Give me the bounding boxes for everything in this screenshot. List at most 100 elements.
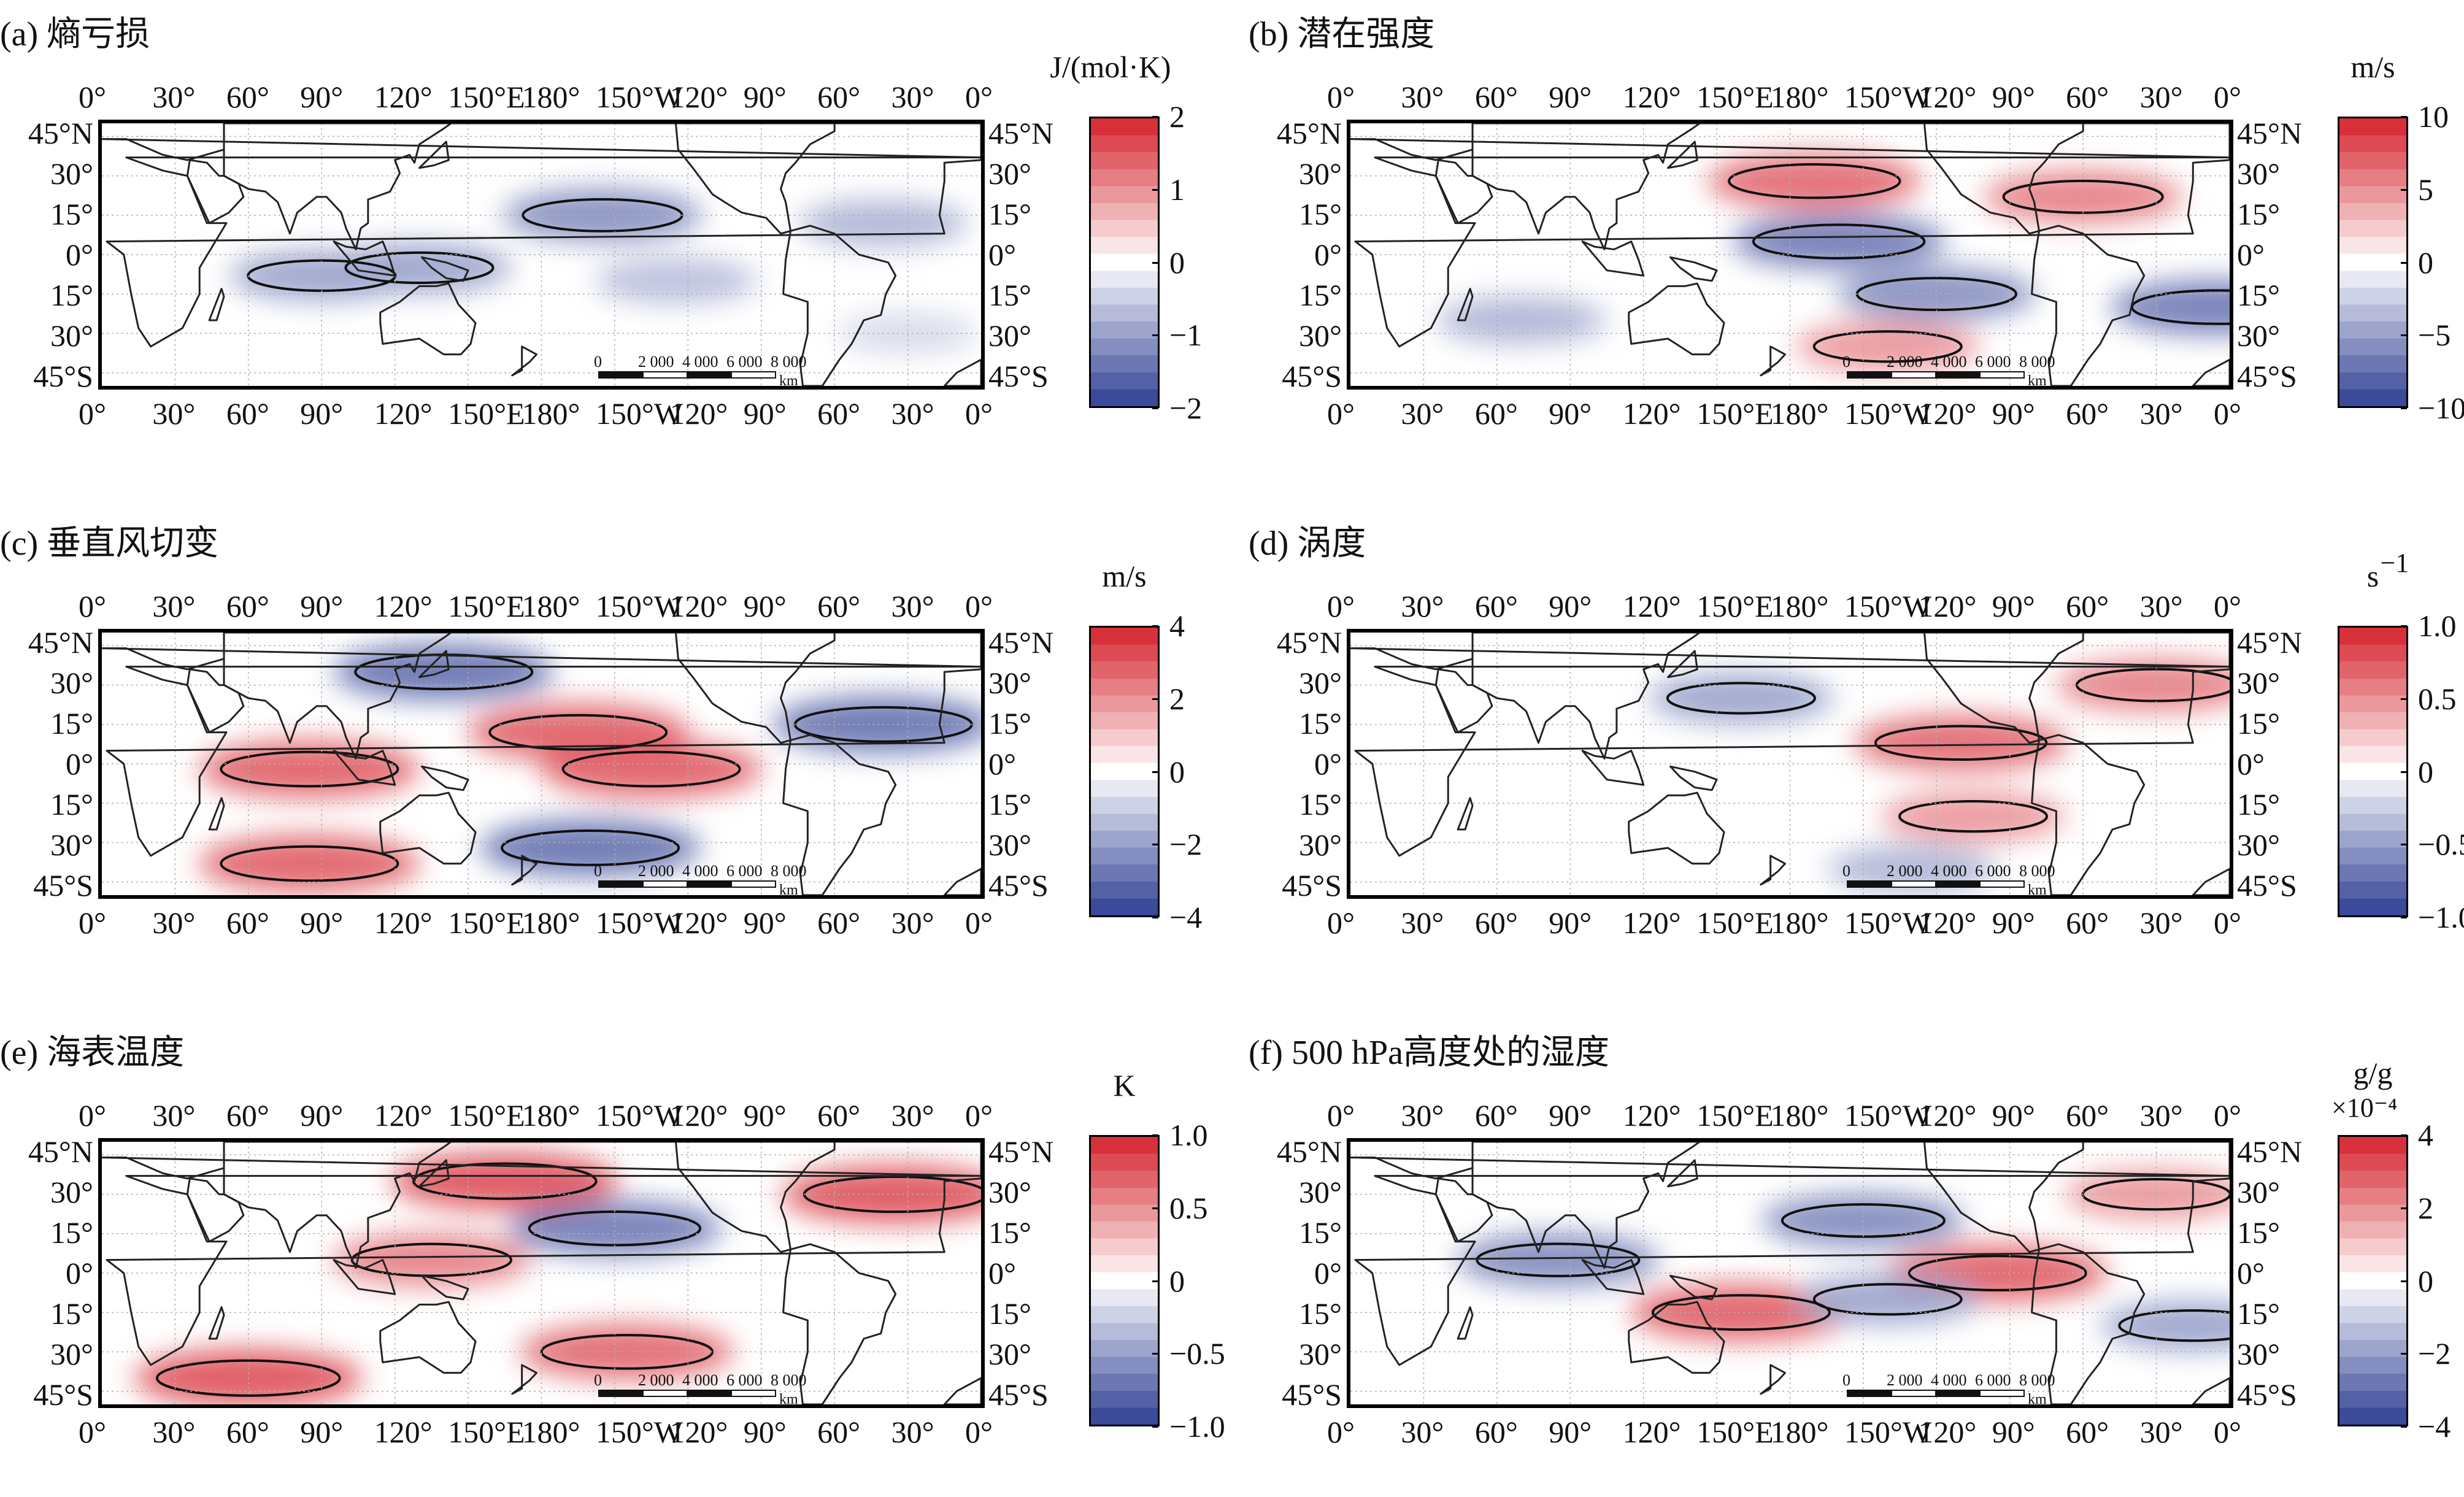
lon-tick-label: 60°	[1475, 1417, 1518, 1447]
scale-bar-unit: km	[2028, 373, 2047, 386]
scale-bar-segment	[1980, 372, 2024, 378]
scale-bar-tick: 0	[1842, 353, 1850, 371]
scale-bar-segment	[1936, 881, 1980, 887]
lat-tick-label-left: 30°	[1299, 1177, 1342, 1207]
scale-bar-segment	[1892, 372, 1936, 378]
lat-tick-label-right: 15°	[988, 280, 1031, 310]
scale-bar-tick: 6 000	[1975, 862, 2011, 880]
lon-tick-label: 90°	[1549, 907, 1592, 938]
lat-tick-label-left: 45°S	[1282, 1379, 1342, 1410]
lat-tick-label-right: 45°N	[2237, 627, 2302, 658]
lon-tick-label: 60°	[1475, 1100, 1518, 1131]
lat-tick-label-right: 45°S	[2237, 870, 2297, 901]
anomaly-field	[1457, 1169, 2230, 1351]
colorbar	[1089, 1135, 1160, 1426]
lat-tick-label-left: 30°	[1299, 1339, 1342, 1369]
lon-tick-label: 60°	[2066, 907, 2109, 938]
scale-bar-segment	[1980, 1390, 2024, 1396]
scale-bar-segment	[643, 372, 687, 378]
coastline	[1761, 1365, 1785, 1394]
anomaly-blob	[1707, 153, 1921, 209]
lon-tick-label: 180°	[522, 398, 580, 429]
anomaly-blob	[1881, 791, 2065, 842]
coastline	[1436, 160, 1492, 223]
lat-tick-label-left: 30°	[50, 829, 93, 860]
coastline	[1582, 751, 1644, 785]
scale-bar-tick: 2 000	[638, 862, 674, 880]
lon-tick-label: 0°	[1327, 82, 1355, 112]
lon-tick-label: 120°	[1623, 398, 1681, 429]
lon-tick-label: 30°	[1401, 398, 1444, 429]
lat-tick-label-right: 15°	[988, 708, 1031, 739]
colorbar	[2338, 626, 2408, 917]
lat-tick-label-left: 0°	[66, 1258, 93, 1288]
lat-tick-label-right: 45°S	[988, 1379, 1049, 1410]
lon-tick-label: 0°	[965, 1417, 993, 1447]
colorbar-tick-mark	[2401, 1426, 2407, 1428]
lat-tick-label-right: 15°	[988, 1298, 1031, 1329]
scale-bar-segment	[1847, 881, 1892, 887]
lon-tick-label: 120°	[1918, 591, 1976, 622]
colorbar-tick-mark	[1152, 189, 1158, 191]
colorbar-tick-label: −2	[1169, 829, 1202, 860]
lon-tick-label: 90°	[1992, 398, 2035, 429]
lon-tick-label: 180°	[522, 1100, 580, 1131]
lat-tick-label-left: 0°	[1314, 239, 1342, 270]
lon-tick-label: 0°	[79, 1417, 106, 1447]
scale-bar-tick: 6 000	[1975, 353, 2011, 371]
scale-bar-tick: 8 000	[771, 1371, 807, 1389]
anomaly-field	[1649, 658, 2230, 893]
lon-tick-label: 30°	[1401, 1417, 1444, 1447]
anomaly-blob	[799, 199, 968, 247]
panel-title: (d) 涡度	[1249, 515, 1366, 565]
lon-tick-label: 0°	[2214, 1417, 2241, 1447]
lat-tick-label-left: 45°S	[1282, 361, 1342, 391]
colorbar-tick-label: 0	[2418, 247, 2433, 278]
lon-tick-label: 30°	[152, 82, 195, 112]
lon-tick-label: 150°E	[1696, 82, 1774, 112]
lon-tick-label: 90°	[744, 1417, 787, 1447]
lon-tick-label: 90°	[744, 907, 787, 938]
colorbar-tick-label: 2	[1169, 101, 1185, 132]
lon-tick-label: 120°	[1623, 82, 1681, 112]
coastline	[1761, 856, 1785, 885]
scale-bar-tick: 2 000	[638, 1371, 674, 1389]
lat-tick-label-left: 0°	[1314, 1258, 1342, 1288]
colorbar-tick-label: 0	[2418, 756, 2433, 787]
anomaly-blob	[199, 835, 420, 892]
lon-tick-label: 30°	[2140, 1100, 2183, 1131]
colorbar-tick-label: 0	[1169, 1266, 1185, 1296]
lat-tick-label-right: 0°	[2237, 1258, 2265, 1288]
lat-tick-label-left: 15°	[50, 708, 93, 739]
lon-tick-label: 30°	[891, 591, 934, 622]
scale-bar-segment	[731, 372, 776, 378]
coastline	[187, 160, 244, 223]
lon-tick-label: 120°	[374, 907, 433, 938]
lon-tick-label: 0°	[965, 398, 993, 429]
lat-tick-label-right: 45°S	[2237, 1379, 2297, 1410]
scale-bar-segment	[599, 372, 643, 378]
panel-title: (a) 熵亏损	[0, 6, 150, 56]
colorbar-tick-mark	[1152, 1426, 1158, 1428]
lon-tick-label: 0°	[79, 398, 106, 429]
coastline	[1582, 242, 1644, 276]
colorbar-tick-mark	[1152, 262, 1158, 264]
lat-tick-label-left: 15°	[50, 280, 93, 310]
lon-tick-label: 150°E	[448, 1100, 525, 1131]
lon-tick-label: 0°	[79, 591, 106, 622]
colorbar-tick-label: −5	[2418, 320, 2451, 350]
colorbar-tick-mark	[1152, 917, 1158, 918]
lat-tick-label-right: 15°	[2237, 1298, 2280, 1329]
scale-bar-tick: 2 000	[1887, 1371, 1923, 1389]
lon-tick-label: 180°	[1771, 398, 1829, 429]
coastline	[187, 669, 244, 733]
lat-tick-label-right: 15°	[2237, 708, 2280, 739]
lat-tick-label-right: 30°	[2237, 668, 2280, 698]
lat-tick-label-right: 15°	[2237, 1217, 2280, 1248]
lon-tick-label: 180°	[1771, 591, 1829, 622]
colorbar-tick-mark	[1152, 771, 1158, 773]
